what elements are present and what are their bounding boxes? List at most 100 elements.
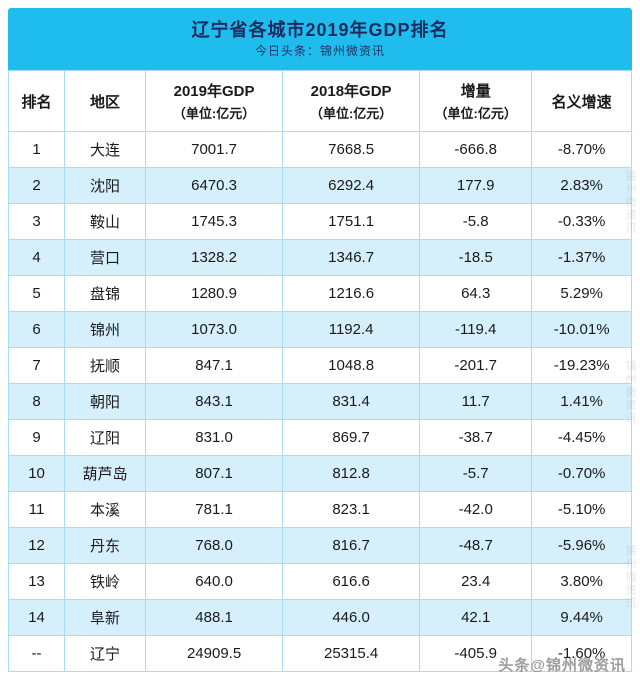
- table-cell: 3.80%: [531, 563, 632, 600]
- table-body: 1 大连 7001.7 7668.5 -666.8 -8.70% 2 沈阳 6470.3 6292…: [7, 131, 632, 672]
- table-cell: -19.23%: [531, 347, 632, 384]
- table-cell: 6: [7, 311, 66, 348]
- table-cell: 24909.5: [145, 635, 284, 672]
- table-cell: 1192.4: [282, 311, 421, 348]
- table-row: 2 沈阳 6470.3 6292.4 177.9 2.83%: [7, 167, 632, 204]
- table-cell: 朝阳: [64, 383, 147, 420]
- table-cell: 4: [7, 239, 66, 276]
- table-row: 1 大连 7001.7 7668.5 -666.8 -8.70%: [7, 131, 632, 168]
- table-cell: 1328.2: [145, 239, 284, 276]
- table-cell: 768.0: [145, 527, 284, 564]
- table-cell: -1.37%: [531, 239, 632, 276]
- table-cell: 盘锦: [64, 275, 147, 312]
- header-row: 排名 地区 2019年GDP （单位:亿元） 2018年GDP （单位:亿元） 增量 （单位:…: [7, 70, 632, 132]
- table-row: 3 鞍山 1745.3 1751.1 -5.8 -0.33%: [7, 203, 632, 240]
- column-header: 地区: [64, 70, 147, 132]
- table-row: 8 朝阳 843.1 831.4 11.7 1.41%: [7, 383, 632, 420]
- table-cell: 葫芦岛: [64, 455, 147, 492]
- table-cell: -201.7: [419, 347, 533, 384]
- table-row: 12 丹东 768.0 816.7 -48.7 -5.96%: [7, 527, 632, 564]
- table-cell: 869.7: [282, 419, 421, 456]
- table-cell: 锦州: [64, 311, 147, 348]
- table-cell: 9: [7, 419, 66, 456]
- table-cell: 1048.8: [282, 347, 421, 384]
- table-cell: 1346.7: [282, 239, 421, 276]
- table-cell: 2: [7, 167, 66, 204]
- table-cell: 辽阳: [64, 419, 147, 456]
- table-row: 10 葫芦岛 807.1 812.8 -5.7 -0.70%: [7, 455, 632, 492]
- table-cell: -4.45%: [531, 419, 632, 456]
- table-cell: 1745.3: [145, 203, 284, 240]
- table-cell: 816.7: [282, 527, 421, 564]
- gdp-ranking-table: 排名 地区 2019年GDP （单位:亿元） 2018年GDP （单位:亿元） 增量 （单位:…: [7, 70, 632, 672]
- table-row: 13 铁岭 640.0 616.6 23.4 3.80%: [7, 563, 632, 600]
- table-cell: 12: [7, 527, 66, 564]
- table-cell: -38.7: [419, 419, 533, 456]
- table-cell: -8.70%: [531, 131, 632, 168]
- table-row: -- 辽宁 24909.5 25315.4 -405.9 -1.60%: [7, 635, 632, 672]
- table-cell: 7668.5: [282, 131, 421, 168]
- table-cell: 2.83%: [531, 167, 632, 204]
- table-cell: 823.1: [282, 491, 421, 528]
- table-row: 7 抚顺 847.1 1048.8 -201.7 -19.23%: [7, 347, 632, 384]
- table-cell: 807.1: [145, 455, 284, 492]
- table-cell: -5.10%: [531, 491, 632, 528]
- column-header: 排名: [7, 70, 66, 132]
- table-cell: 7001.7: [145, 131, 284, 168]
- table-cell: -5.7: [419, 455, 533, 492]
- table-cell: 488.1: [145, 599, 284, 636]
- table-cell: -18.5: [419, 239, 533, 276]
- table-cell: 1280.9: [145, 275, 284, 312]
- table-cell: 5.29%: [531, 275, 632, 312]
- table-cell: 831.4: [282, 383, 421, 420]
- table-cell: 25315.4: [282, 635, 421, 672]
- table-cell: 13: [7, 563, 66, 600]
- table-cell: 1: [7, 131, 66, 168]
- table-row: 4 营口 1328.2 1346.7 -18.5 -1.37%: [7, 239, 632, 276]
- table-cell: -1.60%: [531, 635, 632, 672]
- table-row: 14 阜新 488.1 446.0 42.1 9.44%: [7, 599, 632, 636]
- table-cell: 1216.6: [282, 275, 421, 312]
- table-cell: 大连: [64, 131, 147, 168]
- table-cell: 843.1: [145, 383, 284, 420]
- table-row: 11 本溪 781.1 823.1 -42.0 -5.10%: [7, 491, 632, 528]
- table-cell: 9.44%: [531, 599, 632, 636]
- table-cell: 11.7: [419, 383, 533, 420]
- title-banner: 辽宁省各城市2019年GDP排名 今日头条：锦州微资讯: [8, 8, 632, 70]
- table-cell: -119.4: [419, 311, 533, 348]
- table-cell: 847.1: [145, 347, 284, 384]
- table-cell: 1073.0: [145, 311, 284, 348]
- table-cell: 本溪: [64, 491, 147, 528]
- table-cell: 781.1: [145, 491, 284, 528]
- table-cell: 446.0: [282, 599, 421, 636]
- table-cell: 831.0: [145, 419, 284, 456]
- table-cell: -0.33%: [531, 203, 632, 240]
- table-cell: -405.9: [419, 635, 533, 672]
- table-cell: 3: [7, 203, 66, 240]
- table-cell: -0.70%: [531, 455, 632, 492]
- table-cell: 鞍山: [64, 203, 147, 240]
- table-cell: 辽宁: [64, 635, 147, 672]
- table-cell: 阜新: [64, 599, 147, 636]
- page-subtitle: 今日头条：锦州微资讯: [254, 44, 385, 58]
- table-cell: 616.6: [282, 563, 421, 600]
- table-cell: -10.01%: [531, 311, 632, 348]
- table-cell: 14: [7, 599, 66, 636]
- table-cell: 64.3: [419, 275, 533, 312]
- table-cell: 11: [7, 491, 66, 528]
- table-cell: 1.41%: [531, 383, 632, 420]
- table-cell: 177.9: [419, 167, 533, 204]
- table-cell: 8: [7, 383, 66, 420]
- table-row: 5 盘锦 1280.9 1216.6 64.3 5.29%: [7, 275, 632, 312]
- table-cell: -48.7: [419, 527, 533, 564]
- column-header: 增量 （单位:亿元）: [419, 70, 533, 132]
- table-cell: -5.96%: [531, 527, 632, 564]
- table-cell: 沈阳: [64, 167, 147, 204]
- table-row: 9 辽阳 831.0 869.7 -38.7 -4.45%: [7, 419, 632, 456]
- table-cell: -5.8: [419, 203, 533, 240]
- table-cell: 7: [7, 347, 66, 384]
- table-cell: 6470.3: [145, 167, 284, 204]
- column-header: 名义增速: [531, 70, 632, 132]
- table-cell: 10: [7, 455, 66, 492]
